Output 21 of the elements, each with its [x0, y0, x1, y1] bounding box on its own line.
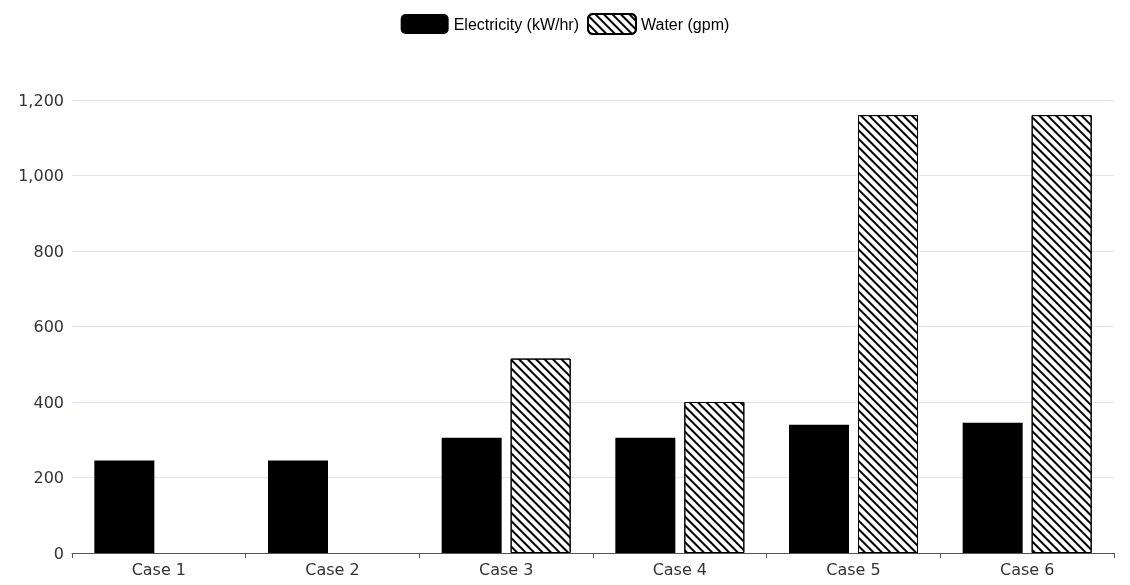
y-tick-label: 800	[33, 241, 64, 261]
y-tick-label: 1,000	[18, 166, 64, 185]
y-tick-label: 200	[33, 468, 64, 487]
bar	[94, 460, 155, 553]
legend-label: Water (gpm)	[641, 15, 730, 33]
x-tick-label: Case 1	[131, 559, 187, 579]
x-tick-label: Case 6	[999, 559, 1055, 579]
bar	[789, 424, 849, 553]
legend-label: Electricity (kW/hr)	[453, 15, 580, 33]
y-tick-label: 600	[33, 317, 64, 336]
y-tick-label: 0	[53, 543, 64, 563]
bar	[962, 422, 1023, 553]
x-tick-label: Case 3	[478, 559, 534, 579]
y-tick-label: 400	[33, 392, 64, 412]
bar	[268, 460, 328, 553]
bar	[615, 437, 676, 553]
y-tick-label: 1,200	[18, 90, 64, 110]
x-tick-label: Case 5	[826, 559, 881, 579]
x-tick-label: Case 2	[305, 559, 360, 579]
bar	[441, 437, 502, 553]
x-tick-label: Case 4	[652, 559, 708, 579]
